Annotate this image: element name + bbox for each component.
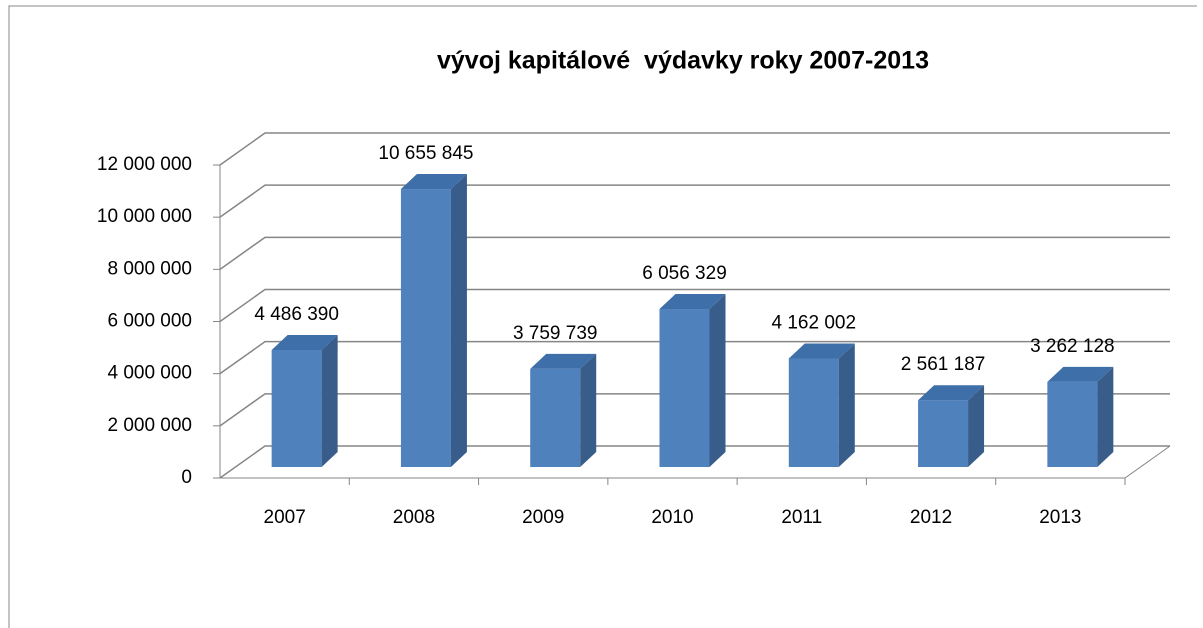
- bar: [1047, 381, 1098, 467]
- chart-title: vývoj kapitálové výdavky roky 2007-2013: [437, 47, 929, 75]
- y-tick-label: 2 000 000: [107, 415, 192, 436]
- x-tick-label: 2013: [1039, 507, 1081, 528]
- bar: [659, 309, 710, 467]
- grid-line: [219, 236, 1170, 270]
- bar-top: [788, 343, 855, 359]
- data-label: 10 655 845: [378, 143, 473, 164]
- bar-top: [271, 334, 338, 350]
- bar-top: [1047, 366, 1114, 382]
- x-tick-label: 2007: [264, 507, 306, 528]
- bar: [918, 400, 969, 467]
- data-label: 6 056 329: [642, 263, 727, 284]
- data-label: 3 759 739: [513, 323, 598, 344]
- bar-side: [709, 294, 726, 467]
- bar: [530, 368, 581, 467]
- grid-line: [219, 132, 1170, 166]
- grid-line: [219, 288, 1170, 323]
- y-tick-label: 8 000 000: [107, 258, 192, 279]
- data-label: 3 262 128: [1030, 336, 1115, 357]
- grid-line: [219, 393, 1170, 427]
- data-label: 2 561 187: [901, 354, 986, 375]
- bar-top: [400, 174, 467, 190]
- x-tick-label: 2012: [910, 507, 952, 528]
- bar-side: [838, 343, 855, 467]
- y-tick-label: 12 000 000: [97, 154, 192, 175]
- bar-top: [530, 353, 597, 369]
- bar: [788, 358, 839, 467]
- grid-line: [219, 340, 1170, 375]
- bar-side: [450, 174, 467, 467]
- y-tick-label: 0: [181, 467, 192, 488]
- grid-line: [219, 445, 1170, 479]
- bar-top: [659, 294, 726, 310]
- chart-frame: [8, 5, 1197, 628]
- x-tick-label: 2010: [651, 507, 693, 528]
- x-tick-label: 2011: [781, 507, 822, 528]
- bar-top: [918, 385, 985, 401]
- y-tick-label: 10 000 000: [97, 206, 192, 227]
- y-tick-label: 4 000 000: [107, 363, 192, 384]
- grid-line: [219, 184, 1170, 218]
- bar: [271, 349, 322, 467]
- bar: [400, 189, 451, 467]
- bar-side: [1097, 366, 1114, 467]
- bar-side: [968, 385, 985, 467]
- x-tick-label: 2008: [393, 507, 435, 528]
- y-tick-label: 6 000 000: [107, 311, 192, 332]
- bar-side: [321, 334, 338, 467]
- x-tick-label: 2009: [522, 507, 564, 528]
- bar-side: [580, 353, 597, 467]
- data-label: 4 486 390: [254, 304, 339, 325]
- data-label: 4 162 002: [772, 312, 857, 333]
